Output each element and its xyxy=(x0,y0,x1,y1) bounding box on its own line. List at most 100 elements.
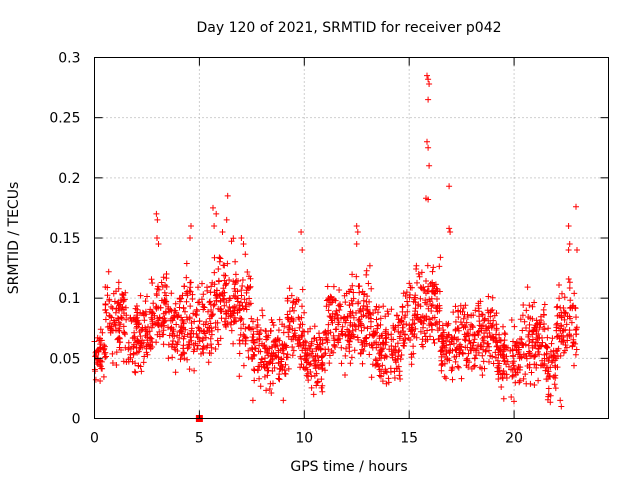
data-point xyxy=(148,276,155,283)
data-point xyxy=(386,346,393,353)
data-point xyxy=(211,269,218,276)
data-point xyxy=(375,309,381,316)
data-point xyxy=(413,262,420,269)
data-point xyxy=(191,346,198,353)
data-point xyxy=(205,308,211,315)
data-point xyxy=(500,323,506,330)
data-point xyxy=(267,328,274,335)
data-point xyxy=(566,279,573,286)
data-point xyxy=(293,298,300,305)
data-point xyxy=(305,377,312,384)
data-point xyxy=(286,318,293,325)
data-point xyxy=(440,329,447,336)
data-point xyxy=(127,354,134,361)
data-point xyxy=(129,335,136,342)
data-point xyxy=(254,322,261,328)
data-point xyxy=(247,275,254,282)
data-point xyxy=(525,342,532,349)
data-point xyxy=(338,344,345,351)
data-point xyxy=(330,283,337,290)
data-point xyxy=(221,277,228,284)
data-point xyxy=(312,365,319,372)
data-point xyxy=(519,312,526,319)
x-tick-label: 10 xyxy=(295,431,313,447)
data-point xyxy=(173,321,180,328)
data-point xyxy=(504,358,511,365)
data-point xyxy=(318,376,325,383)
data-point xyxy=(116,319,122,326)
data-point xyxy=(249,397,256,404)
data-point xyxy=(404,298,411,305)
data-point xyxy=(509,372,516,379)
data-point xyxy=(523,325,529,331)
data-point xyxy=(533,317,540,324)
data-point xyxy=(92,376,99,383)
data-point xyxy=(146,328,153,335)
data-point xyxy=(310,391,317,398)
data-point xyxy=(186,366,193,373)
data-point xyxy=(541,360,548,367)
data-point xyxy=(413,334,420,341)
data-point xyxy=(332,326,339,333)
data-point xyxy=(408,354,415,361)
data-point xyxy=(221,302,228,309)
data-point xyxy=(443,348,450,355)
data-point xyxy=(135,338,141,344)
data-point xyxy=(437,254,444,261)
data-point xyxy=(245,347,252,354)
data-point xyxy=(275,327,282,334)
data-point xyxy=(451,340,457,347)
data-point xyxy=(257,327,264,333)
data-point xyxy=(279,321,286,328)
data-point xyxy=(531,343,538,349)
data-point xyxy=(397,376,404,382)
data-point xyxy=(527,315,534,322)
data-point xyxy=(456,343,463,350)
data-point xyxy=(545,357,552,364)
data-point xyxy=(249,355,256,362)
data-point xyxy=(520,375,527,382)
data-point xyxy=(154,235,160,241)
data-point xyxy=(438,362,445,369)
data-point xyxy=(539,362,545,369)
data-point xyxy=(496,337,503,344)
data-point xyxy=(400,337,407,344)
data-point xyxy=(329,299,336,306)
data-point xyxy=(363,298,370,305)
data-point xyxy=(319,340,326,347)
data-point xyxy=(573,203,579,210)
data-point xyxy=(463,357,470,364)
data-point xyxy=(425,196,432,203)
data-point xyxy=(392,349,399,356)
data-point xyxy=(269,352,276,359)
data-point xyxy=(238,325,244,332)
data-point xyxy=(165,341,172,348)
data-point xyxy=(465,350,472,357)
data-point xyxy=(284,351,291,358)
data-point xyxy=(467,340,474,347)
data-point xyxy=(549,335,556,342)
data-point xyxy=(355,317,362,324)
data-point xyxy=(433,319,440,326)
data-point xyxy=(155,283,161,290)
data-point xyxy=(440,351,446,358)
data-point xyxy=(377,347,384,354)
data-point xyxy=(377,315,384,322)
data-point xyxy=(136,329,143,335)
data-point xyxy=(141,317,148,324)
data-point xyxy=(181,283,188,290)
data-point xyxy=(354,229,361,235)
data-point xyxy=(218,315,225,322)
data-point xyxy=(564,313,571,320)
data-point xyxy=(182,308,188,315)
data-point xyxy=(137,344,144,351)
data-point xyxy=(109,350,116,357)
data-point xyxy=(420,324,426,331)
data-point xyxy=(100,373,107,380)
data-point xyxy=(131,329,138,336)
data-point xyxy=(509,352,516,359)
data-point xyxy=(452,303,459,310)
data-point xyxy=(365,280,372,287)
data-point xyxy=(463,333,470,340)
data-point xyxy=(555,332,562,339)
